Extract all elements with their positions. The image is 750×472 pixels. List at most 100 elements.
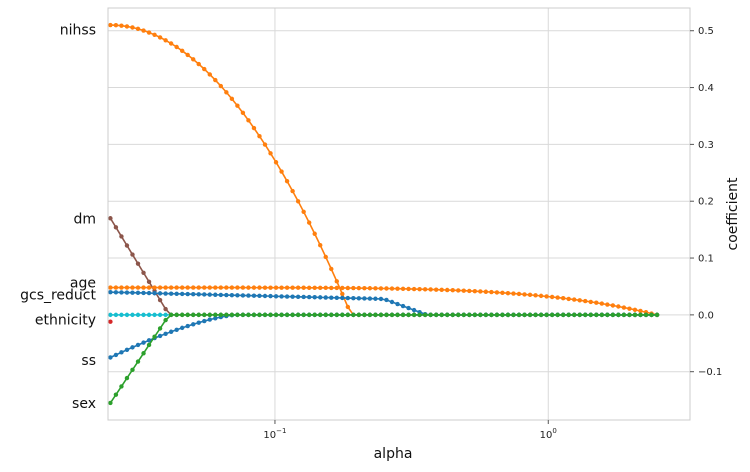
data-point [351,312,356,318]
data-point [378,312,384,318]
data-point [301,312,306,318]
data-point [318,285,323,291]
data-point [229,96,235,102]
data-point [345,304,351,310]
data-point [179,291,185,297]
data-point [141,340,146,345]
data-point [113,225,119,230]
plot-background [108,8,690,420]
data-point [301,209,306,215]
data-point [312,231,317,236]
data-point [389,312,395,318]
data-point [196,61,201,67]
data-point [196,292,201,297]
data-point [356,296,362,301]
data-point [179,285,185,290]
data-point [240,293,246,298]
x-tick-label: 100 [540,427,557,441]
data-point [207,285,212,290]
data-point [202,318,207,324]
data-point [323,254,328,260]
data-point [130,252,135,257]
data-point [373,296,378,301]
data-point [638,308,643,314]
data-point [179,312,185,318]
data-point [560,296,566,301]
data-point [538,293,544,299]
data-point [235,103,240,108]
data-point [191,312,196,318]
data-point [384,312,389,318]
data-point [632,307,638,312]
data-point [141,351,146,356]
data-point [621,312,627,318]
data-point [268,285,273,290]
data-point [152,291,157,296]
data-point [218,285,224,290]
data-point [224,312,229,318]
data-point [130,367,135,373]
data-point [588,299,593,305]
data-point [273,312,279,318]
data-point [351,285,356,291]
data-point [135,342,141,348]
data-point [362,312,367,318]
data-point [174,44,179,50]
data-point [351,296,356,301]
data-point [306,220,312,225]
data-point [157,285,163,290]
data-point [251,285,257,290]
data-point [191,57,196,62]
data-point [146,338,152,343]
data-point [384,297,389,303]
data-point [191,322,196,327]
data-point [395,301,400,307]
data-point [213,77,218,83]
data-point [157,333,163,339]
data-point [362,285,367,291]
data-point [262,312,268,318]
data-point [146,290,152,296]
data-point [456,312,461,318]
data-point [257,133,262,139]
data-point [522,292,527,297]
data-point [124,243,130,248]
data-point [163,317,168,323]
data-point [367,312,373,318]
data-point [157,297,163,303]
data-point [295,285,301,290]
data-point [240,312,246,318]
data-point [168,285,174,290]
data-point [306,294,312,300]
x-axis-ticks: 10−1 100 [263,420,557,441]
data-point [549,294,555,300]
data-point [445,312,450,318]
data-point [146,285,152,290]
data-point [108,285,113,290]
x-axis-title: alpha [374,446,413,462]
data-point [406,312,411,318]
data-point [135,312,141,318]
data-point [301,294,306,300]
data-point [273,285,279,290]
data-point [334,312,339,318]
data-point [461,312,466,318]
feature-label: dm [73,211,96,227]
data-point [152,32,157,38]
data-point [467,288,472,294]
data-point [345,312,351,318]
data-point [594,312,599,318]
feature-label: age [70,275,96,291]
y-tick-label: 0.5 [698,26,714,37]
data-point [146,312,152,318]
data-point [290,285,295,290]
data-point [489,312,494,318]
y-tick-label: 0.1 [698,254,714,265]
data-point [500,312,505,318]
feature-label: nihss [60,23,96,39]
data-point [616,304,621,309]
data-point [511,312,516,318]
data-point [168,312,174,318]
data-point [135,359,141,364]
